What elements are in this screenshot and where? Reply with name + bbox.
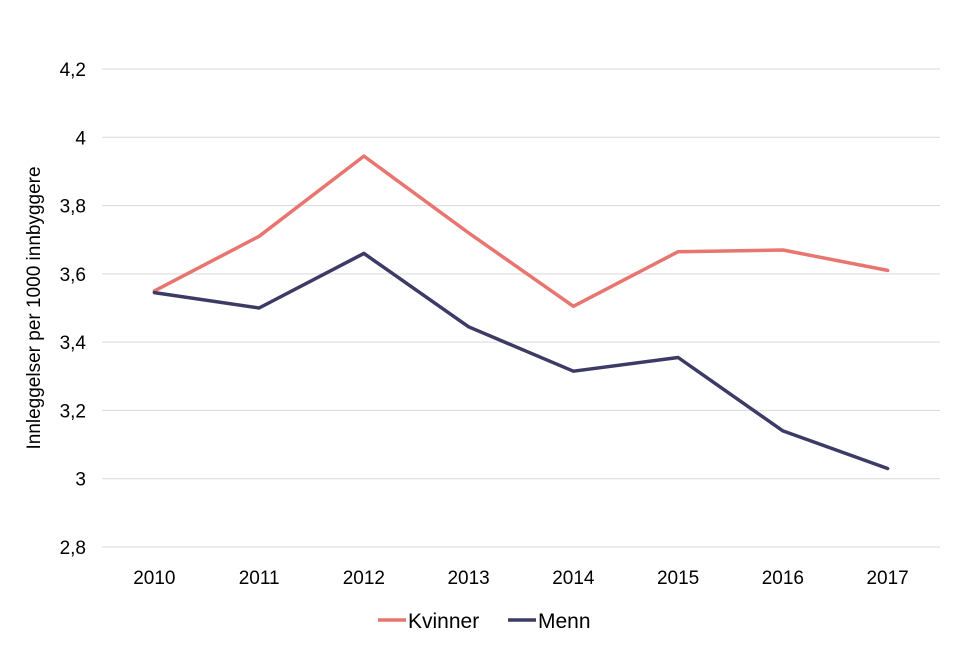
legend: Kvinner Menn [378, 610, 591, 633]
y-axis-ticks: 2,8 3 3,2 3,4 3,6 3,8 4 4,2 [60, 60, 87, 559]
series-line-menn [152, 251, 890, 471]
legend-label: Menn [538, 610, 591, 633]
y-tick-label: 3,6 [60, 265, 86, 286]
y-tick-label: 3,8 [60, 197, 86, 218]
gridlines [102, 68, 940, 548]
y-axis-label: Innleggelser per 1000 innbyggere [24, 166, 45, 449]
y-tick-label: 3 [75, 470, 86, 491]
x-tick-label: 2016 [762, 568, 804, 589]
x-tick-label: 2017 [866, 568, 908, 589]
x-tick-label: 2015 [657, 568, 699, 589]
x-tick-label: 2012 [343, 568, 385, 589]
x-tick-label: 2014 [552, 568, 595, 589]
y-tick-label: 3,4 [60, 333, 87, 354]
x-tick-label: 2013 [447, 568, 489, 589]
series-lines [152, 154, 890, 471]
y-tick-label: 2,8 [60, 538, 86, 559]
legend-label: Kvinner [408, 610, 479, 633]
x-axis-ticks: 2010 2011 2012 2013 2014 2015 2016 2017 [133, 568, 909, 589]
y-tick-label: 4,2 [60, 60, 86, 81]
series-line-kvinner [152, 154, 890, 309]
x-tick-label: 2011 [239, 568, 280, 589]
y-tick-label: 3,2 [60, 401, 86, 422]
y-tick-label: 4 [75, 128, 86, 149]
x-tick-label: 2010 [133, 568, 175, 589]
